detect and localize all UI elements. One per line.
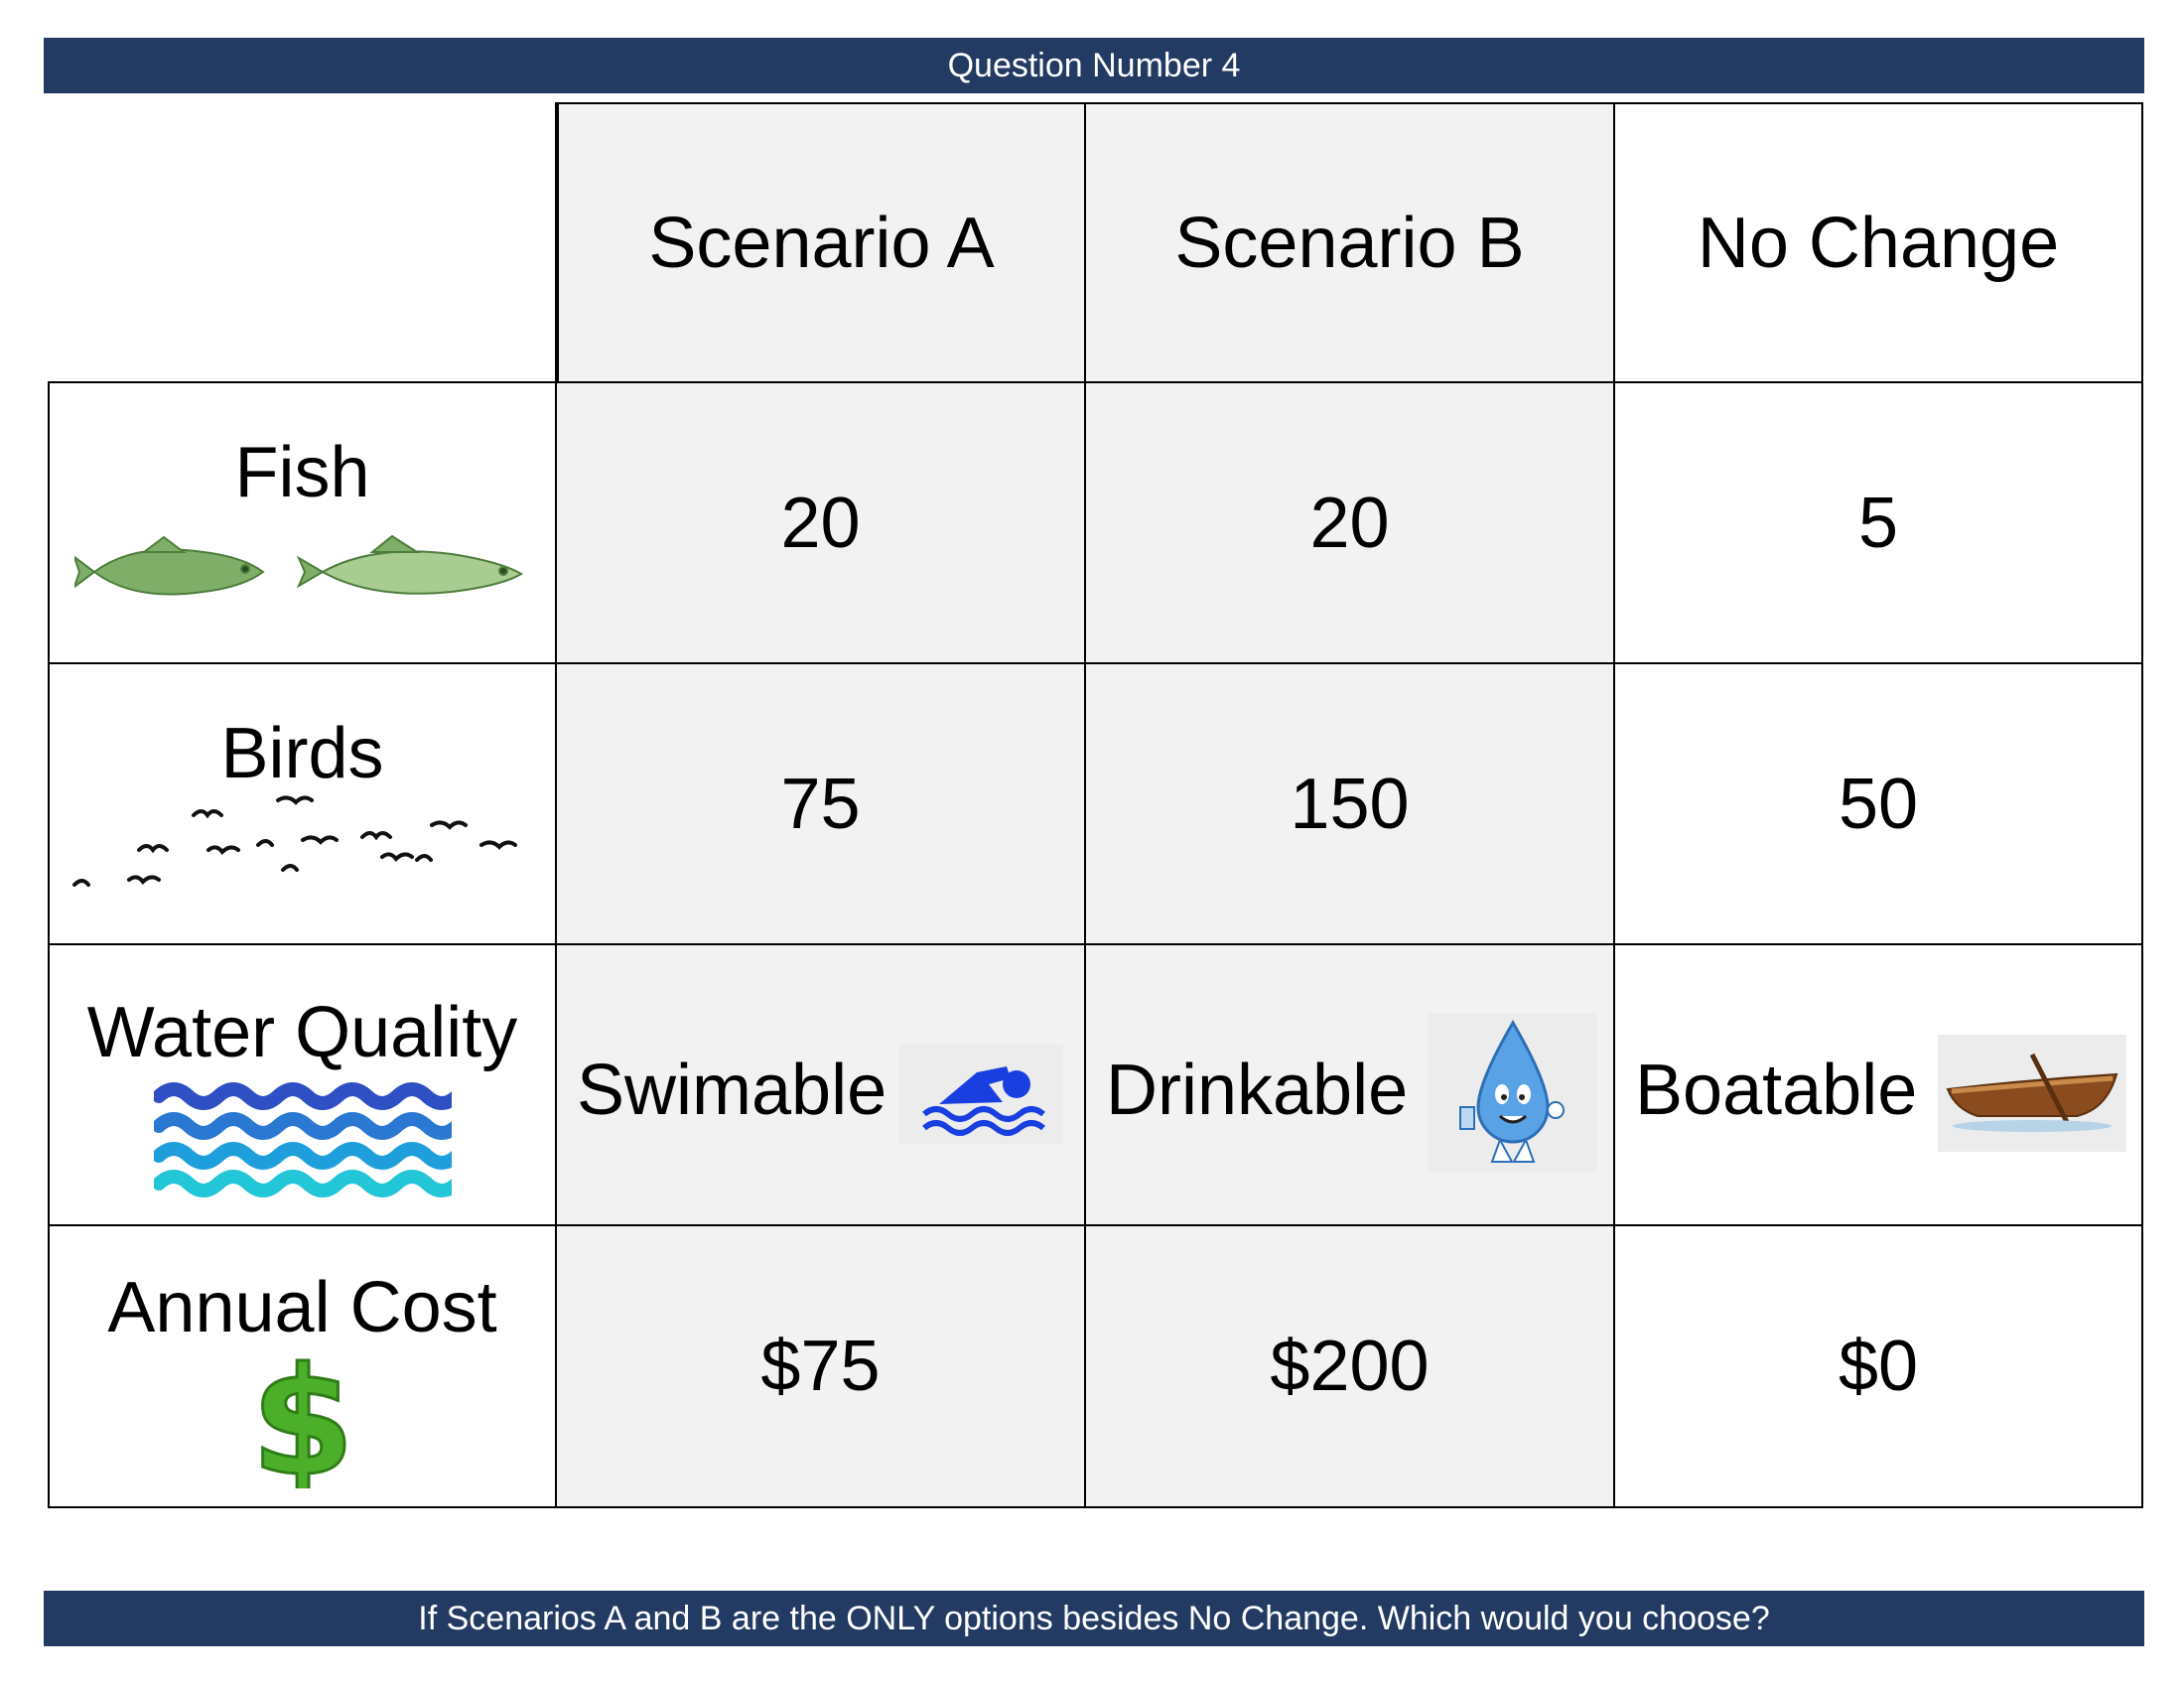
row-label-text: Fish [234, 433, 370, 512]
dollar-sign-icon: $ [249, 1349, 355, 1488]
cell-value: 150 [1290, 764, 1410, 844]
swimmer-icon [899, 1045, 1063, 1144]
row-label-text: Annual Cost [107, 1268, 497, 1347]
row-label-water-quality: Water Quality [48, 945, 557, 1226]
cell-fish-scenario-a: 20 [557, 383, 1086, 664]
cell-fish-no-change: 5 [1615, 383, 2143, 664]
water-waves-icon [153, 1082, 452, 1197]
cell-value: $75 [760, 1327, 881, 1406]
column-header-no-change: No Change [1615, 102, 2143, 383]
cell-value: Boatable [1635, 1051, 1918, 1130]
birds-icon [71, 795, 517, 887]
cell-birds-scenario-a: 75 [557, 664, 1086, 945]
cell-water-no-change: Boatable [1615, 945, 2143, 1226]
row-label-fish: Fish [48, 383, 557, 664]
cell-value: $0 [1838, 1327, 1919, 1406]
cell-value: Drinkable [1106, 1051, 1409, 1130]
cell-water-scenario-b: Drinkable [1086, 945, 1615, 1226]
question-banner: Question Number 4 [44, 38, 2144, 93]
cell-value: 50 [1838, 764, 1919, 844]
cell-value: 5 [1857, 483, 1899, 563]
column-header-scenario-b: Scenario B [1086, 102, 1615, 383]
row-label-birds: Birds [48, 664, 557, 945]
question-title: Question Number 4 [947, 46, 1241, 84]
footer-question-banner: If Scenarios A and B are the ONLY option… [44, 1591, 2144, 1646]
cell-value: 20 [1309, 483, 1390, 563]
footer-question-text: If Scenarios A and B are the ONLY option… [418, 1599, 1770, 1637]
cell-cost-no-change: $0 [1615, 1226, 2143, 1508]
cell-fish-scenario-b: 20 [1086, 383, 1615, 664]
svg-text:$: $ [250, 1349, 353, 1488]
cell-value: 75 [780, 764, 861, 844]
water-drop-mascot-icon [1429, 1013, 1597, 1172]
choice-table: Scenario A Scenario B No Change Fish 20 … [48, 102, 2143, 1508]
cell-value: 20 [780, 483, 861, 563]
row-label-text: Water Quality [86, 993, 518, 1072]
cell-value: Swimable [577, 1051, 887, 1130]
column-header-scenario-a: Scenario A [557, 102, 1086, 383]
cell-birds-no-change: 50 [1615, 664, 2143, 945]
column-header-label: Scenario B [1174, 203, 1525, 283]
table-corner [48, 102, 557, 383]
rowboat-icon [1938, 1035, 2126, 1152]
column-header-label: No Change [1697, 203, 2060, 283]
cell-cost-scenario-a: $75 [557, 1226, 1086, 1508]
row-label-annual-cost: Annual Cost $ [48, 1226, 557, 1508]
cell-value: $200 [1270, 1327, 1430, 1406]
fish-icon [73, 534, 523, 596]
column-header-label: Scenario A [648, 203, 995, 283]
cell-water-scenario-a: Swimable [557, 945, 1086, 1226]
cell-cost-scenario-b: $200 [1086, 1226, 1615, 1508]
row-label-text: Birds [220, 714, 384, 793]
cell-birds-scenario-b: 150 [1086, 664, 1615, 945]
